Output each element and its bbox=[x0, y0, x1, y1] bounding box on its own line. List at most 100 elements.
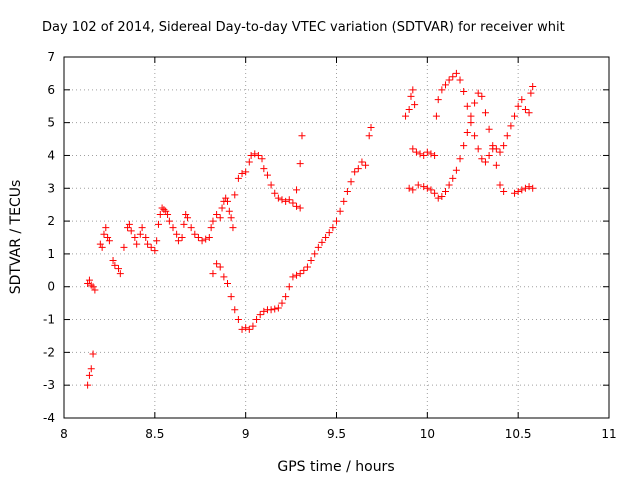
data-point bbox=[511, 189, 519, 197]
y-tick-label: 3 bbox=[47, 181, 55, 195]
data-point bbox=[431, 151, 439, 159]
data-point bbox=[500, 188, 508, 196]
data-point bbox=[423, 148, 431, 156]
data-point bbox=[162, 207, 170, 215]
data-point bbox=[340, 197, 348, 205]
data-point bbox=[191, 230, 199, 238]
data-point bbox=[104, 234, 112, 241]
data-point bbox=[492, 161, 500, 169]
data-point bbox=[318, 238, 326, 246]
y-tick-label: 0 bbox=[47, 280, 55, 294]
data-point bbox=[298, 132, 306, 140]
data-point bbox=[293, 186, 301, 194]
data-point bbox=[222, 194, 230, 202]
data-point bbox=[165, 217, 173, 225]
data-point bbox=[100, 230, 108, 238]
data-point bbox=[229, 224, 237, 232]
data-point bbox=[420, 183, 428, 191]
data-point bbox=[138, 224, 146, 232]
data-point bbox=[423, 184, 431, 192]
series-segment-a-early bbox=[84, 276, 99, 389]
data-point bbox=[452, 166, 460, 174]
data-point bbox=[434, 194, 442, 202]
data-point bbox=[127, 227, 135, 235]
data-point bbox=[209, 217, 217, 225]
x-tick-label: 10.5 bbox=[505, 427, 532, 441]
data-point bbox=[278, 299, 286, 307]
data-point bbox=[153, 237, 161, 245]
data-point bbox=[367, 124, 375, 132]
data-point bbox=[85, 276, 93, 284]
data-point bbox=[293, 202, 301, 210]
data-point bbox=[263, 171, 271, 179]
series-segment-c-rise bbox=[231, 132, 306, 212]
data-point bbox=[485, 125, 493, 133]
data-point bbox=[412, 148, 420, 156]
data-points bbox=[84, 69, 537, 389]
data-point bbox=[245, 158, 253, 166]
y-axis-label: SDTVAR / TECUs bbox=[8, 180, 24, 295]
data-point bbox=[131, 234, 139, 241]
data-point bbox=[478, 155, 486, 163]
data-point bbox=[238, 170, 246, 178]
data-point bbox=[289, 199, 297, 207]
data-point bbox=[151, 247, 159, 255]
data-point bbox=[314, 243, 322, 251]
data-point bbox=[449, 73, 457, 81]
data-point bbox=[105, 237, 113, 245]
data-point bbox=[525, 109, 533, 117]
data-point bbox=[407, 92, 415, 100]
data-point bbox=[343, 188, 351, 196]
data-point bbox=[514, 188, 522, 196]
data-point bbox=[227, 214, 235, 222]
y-tick-label: -4 bbox=[43, 411, 55, 425]
data-point bbox=[285, 196, 293, 204]
series-segment-e-afternoon bbox=[402, 69, 537, 202]
data-point bbox=[496, 148, 504, 156]
data-point bbox=[303, 263, 311, 271]
data-point bbox=[427, 186, 435, 194]
x-tick-label: 9.5 bbox=[327, 427, 346, 441]
data-point bbox=[431, 189, 439, 197]
data-point bbox=[116, 270, 124, 278]
data-point bbox=[481, 158, 489, 166]
data-point bbox=[198, 237, 206, 245]
data-point bbox=[492, 145, 500, 153]
data-point bbox=[405, 184, 413, 192]
data-point bbox=[142, 234, 150, 241]
data-point bbox=[365, 132, 373, 140]
data-point bbox=[438, 192, 446, 200]
data-point bbox=[514, 102, 522, 110]
data-point bbox=[467, 119, 475, 127]
data-point bbox=[463, 128, 471, 136]
data-point bbox=[518, 96, 526, 104]
data-point bbox=[202, 235, 210, 243]
data-point bbox=[220, 273, 228, 281]
data-point bbox=[485, 151, 493, 159]
data-point bbox=[234, 174, 242, 182]
data-point bbox=[481, 109, 489, 117]
data-point bbox=[231, 306, 239, 314]
data-point bbox=[362, 161, 370, 169]
data-point bbox=[253, 316, 261, 324]
data-point bbox=[85, 371, 93, 379]
data-point bbox=[205, 234, 213, 241]
x-axis-label: GPS time / hours bbox=[277, 459, 394, 475]
data-point bbox=[456, 76, 464, 84]
data-point bbox=[154, 220, 162, 228]
data-point bbox=[285, 283, 293, 291]
data-point bbox=[409, 186, 417, 194]
y-tick-label: 2 bbox=[47, 214, 55, 228]
data-point bbox=[525, 183, 533, 191]
data-point bbox=[333, 217, 340, 225]
data-point bbox=[147, 243, 155, 251]
data-point bbox=[496, 181, 504, 189]
y-tick-label: 6 bbox=[47, 83, 55, 97]
data-point bbox=[247, 151, 255, 159]
x-tick-label: 8 bbox=[60, 427, 68, 441]
data-point bbox=[216, 214, 224, 222]
data-point bbox=[409, 86, 417, 94]
data-point bbox=[125, 220, 133, 228]
data-point bbox=[194, 234, 202, 241]
